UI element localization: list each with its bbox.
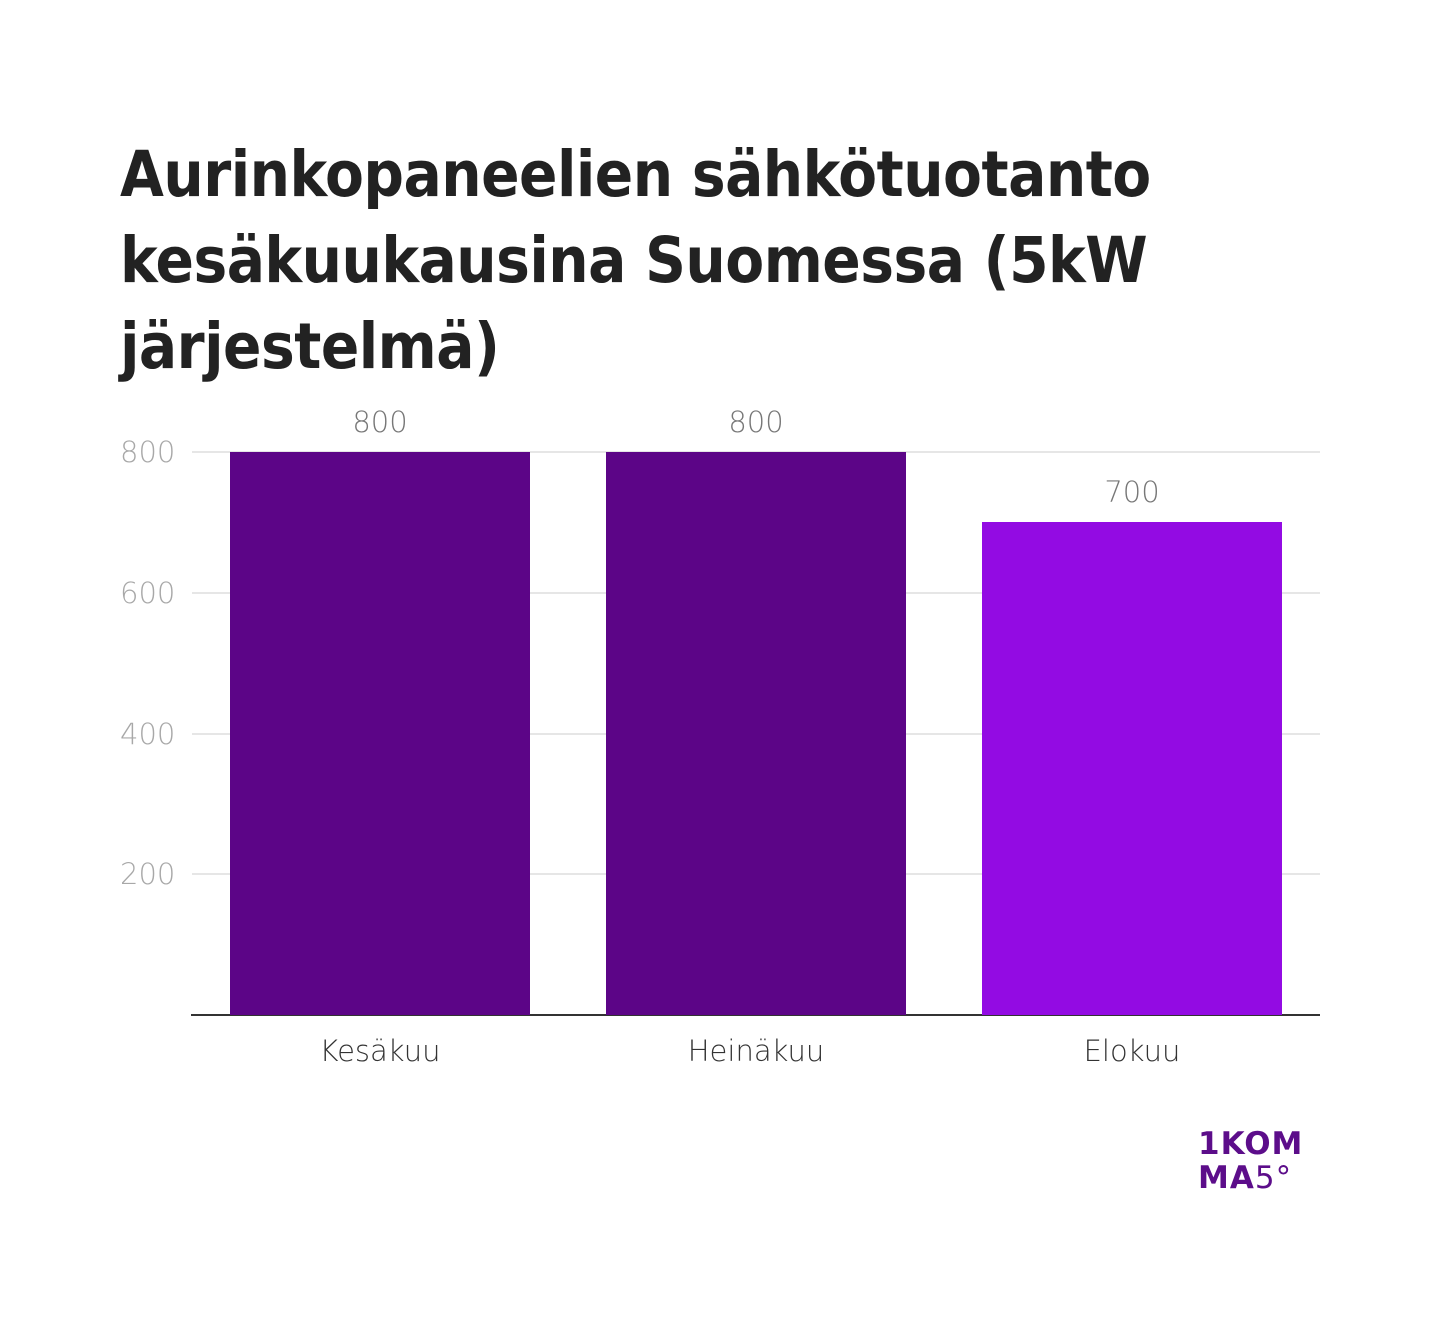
bar-heinäkuu xyxy=(606,452,906,1015)
logo-text-light: 5° xyxy=(1254,1160,1293,1196)
x-tick-label: Heinäkuu xyxy=(687,1034,825,1068)
data-label: 700 xyxy=(1104,475,1160,510)
bar-elokuu xyxy=(982,522,1282,1015)
x-tick-label: Kesäkuu xyxy=(319,1034,441,1068)
data-label: 800 xyxy=(352,405,408,439)
y-tick-label: 600 xyxy=(120,575,176,610)
logo-line-2: MA5° xyxy=(1198,1161,1303,1195)
logo-text-bold: MA xyxy=(1198,1160,1255,1196)
brand-logo: 1KOM MA5° xyxy=(1198,1127,1303,1195)
chart-title: Aurinkopaneelien sähkötuotanto kesäkuuka… xyxy=(120,138,1151,383)
y-tick-label: 800 xyxy=(120,435,176,469)
x-tick-label: Elokuu xyxy=(1083,1034,1181,1068)
bar-kesäkuu xyxy=(230,452,530,1015)
y-tick-label: 200 xyxy=(120,857,176,892)
logo-line-1: 1KOM xyxy=(1198,1126,1304,1162)
data-label: 800 xyxy=(728,405,784,439)
x-axis-line xyxy=(191,1014,1320,1016)
y-tick-label: 400 xyxy=(120,716,176,751)
